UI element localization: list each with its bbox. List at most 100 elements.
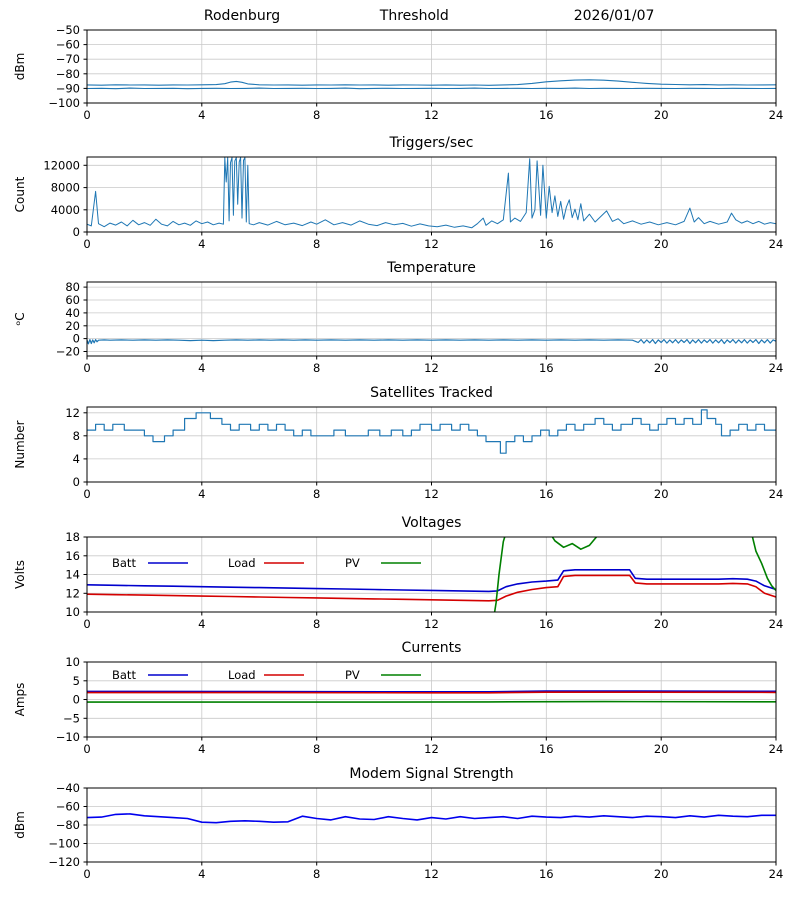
legend-label-pv: PV	[345, 556, 360, 570]
y-axis-label-currents: Amps	[13, 683, 27, 717]
tick-label-x: 0	[83, 617, 90, 631]
tick-label-y: 4000	[51, 203, 80, 217]
tick-label-x: 12	[424, 237, 439, 251]
chart-satellites: 0 4 8 12 16 20 24 0 4 8 12 Satellites Tracked Number	[13, 385, 783, 501]
tick-label-y: 12	[65, 586, 80, 600]
chart-voltages: 0 4 8 12 16 20 24 10 12 14 16 18 Voltages Volts Batt Lo…	[13, 515, 783, 631]
tick-label-x: 20	[654, 237, 669, 251]
tick-label-x: 12	[424, 361, 439, 375]
tick-label-y: −80	[56, 67, 80, 81]
tick-label-y: 8	[73, 429, 80, 443]
tick-label-x: 16	[539, 742, 554, 756]
threshold-series-signal	[87, 87, 776, 90]
tick-label-x: 8	[313, 108, 320, 122]
tick-label-y: −10	[56, 730, 80, 744]
y-axis-label-voltages: Volts	[13, 560, 27, 589]
tick-label-x: 20	[654, 108, 669, 122]
tick-label-x: 0	[83, 487, 90, 501]
tick-label-y: 0	[73, 693, 80, 707]
tick-label-y: 8000	[51, 181, 80, 195]
tick-label-x: 12	[424, 108, 439, 122]
tick-label-x: 4	[198, 237, 205, 251]
tick-label-y: 10	[65, 655, 80, 669]
tick-label-y: 18	[65, 530, 80, 544]
chart-title-threshold-1: Threshold	[379, 8, 449, 24]
tick-label-y: −80	[56, 818, 80, 832]
chart-title-triggers: Triggers/sec	[389, 135, 474, 151]
tick-label-y: −5	[63, 711, 80, 725]
tick-label-y: 5	[73, 674, 80, 688]
tick-label-y: 60	[65, 293, 80, 307]
tick-label-x: 0	[83, 108, 90, 122]
currents-series-load	[87, 691, 776, 694]
tick-label-x: 16	[539, 361, 554, 375]
tick-label-x: 24	[769, 742, 784, 756]
chart-title-threshold-0: Rodenburg	[204, 8, 280, 24]
tick-label-x: 4	[198, 361, 205, 375]
tick-label-y: 0	[73, 332, 80, 346]
tick-label-x: 8	[313, 237, 320, 251]
chart-modem: 0 4 8 12 16 20 24 −120 −100 −80 −60 −40 Modem Signal…	[13, 766, 783, 881]
triggers-series-triggers	[87, 157, 776, 229]
tick-label-x: 24	[769, 487, 784, 501]
tick-label-y: 10	[65, 605, 80, 619]
tick-label-x: 20	[654, 742, 669, 756]
tick-label-x: 24	[769, 237, 784, 251]
tick-label-x: 12	[424, 742, 439, 756]
currents-series-pv	[87, 700, 776, 703]
chart-title-currents: Currents	[402, 640, 462, 656]
tick-label-x: 4	[198, 487, 205, 501]
y-axis-label-triggers: Count	[13, 176, 27, 212]
legend-label-batt: Batt	[112, 668, 136, 682]
tick-label-x: 20	[654, 487, 669, 501]
chart-title-modem: Modem Signal Strength	[349, 766, 513, 782]
chart-title-satellites: Satellites Tracked	[370, 385, 493, 401]
chart-currents: 0 4 8 12 16 20 24 −10 −5 0 5 10 Currents Amps Batt Load…	[13, 640, 783, 756]
tick-label-y: −50	[56, 23, 80, 37]
tick-label-x: 8	[313, 487, 320, 501]
tick-label-x: 8	[313, 867, 320, 881]
tick-label-x: 24	[769, 867, 784, 881]
tick-label-y: −40	[56, 781, 80, 795]
tick-label-y: −120	[48, 855, 80, 869]
tick-label-x: 16	[539, 237, 554, 251]
chart-title-voltages: Voltages	[402, 515, 462, 531]
tick-label-y: 40	[65, 306, 80, 320]
tick-label-x: 8	[313, 617, 320, 631]
legend-label-load: Load	[228, 556, 256, 570]
tick-label-x: 24	[769, 617, 784, 631]
tick-label-x: 20	[654, 867, 669, 881]
tick-label-y: −100	[48, 96, 80, 110]
tick-label-y: −90	[56, 81, 80, 95]
voltages-series-pv	[493, 537, 776, 612]
tick-label-x: 4	[198, 742, 205, 756]
tick-label-x: 16	[539, 617, 554, 631]
tick-label-y: 16	[65, 549, 80, 563]
tick-label-x: 4	[198, 617, 205, 631]
y-axis-label-modem: dBm	[13, 811, 27, 839]
voltages-series-batt	[87, 569, 776, 593]
tick-label-y: 0	[73, 225, 80, 239]
tick-label-y: 20	[65, 319, 80, 333]
satellites-series-satellites	[87, 409, 776, 454]
tick-label-x: 4	[198, 867, 205, 881]
y-axis-label-temperature: ᵒC	[13, 312, 27, 325]
chart-title-threshold-2: 2026/01/07	[574, 8, 655, 24]
chart-threshold: 0 4 8 12 16 20 24 −100−90−80−70−60−50 Rodenburg T…	[13, 8, 783, 122]
tick-label-y: 12000	[43, 158, 80, 172]
currents-series-batt	[87, 690, 776, 693]
threshold-series-threshold	[87, 79, 776, 86]
chart-title-temperature: Temperature	[386, 260, 476, 276]
tick-label-x: 20	[654, 617, 669, 631]
legend-label-batt: Batt	[112, 556, 136, 570]
tick-label-x: 0	[83, 237, 90, 251]
legend-label-load: Load	[228, 668, 256, 682]
tick-label-y: 4	[73, 452, 80, 466]
tick-label-y: −100	[48, 837, 80, 851]
tick-label-y: −60	[56, 800, 80, 814]
y-axis-label-threshold: dBm	[13, 53, 27, 81]
tick-label-y: 12	[65, 406, 80, 420]
tick-label-x: 12	[424, 617, 439, 631]
